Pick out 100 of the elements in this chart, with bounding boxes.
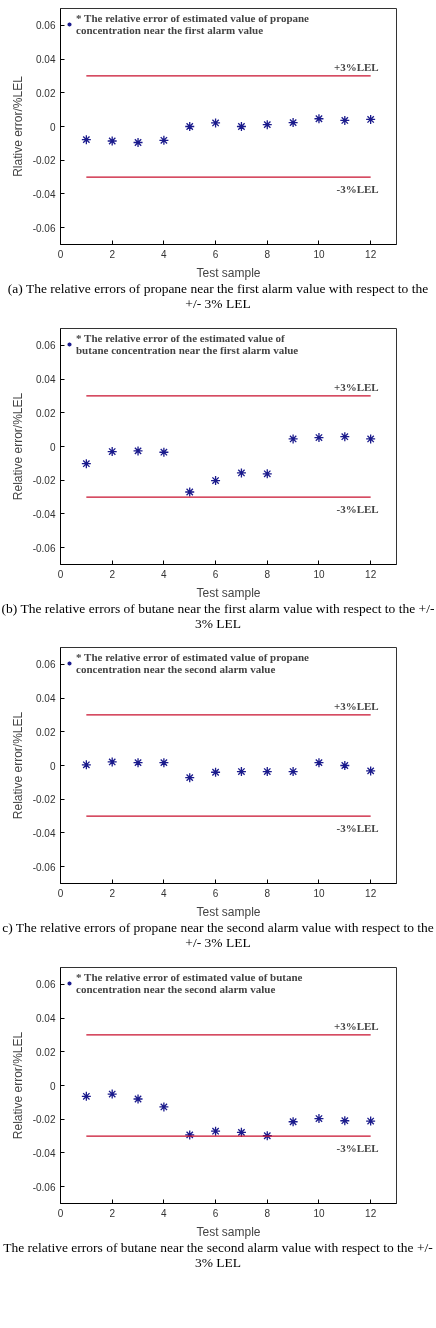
point xyxy=(313,113,325,124)
x-tick-label: 0 xyxy=(57,248,64,260)
point xyxy=(184,121,195,132)
point xyxy=(107,757,118,768)
y-axis-title: Relative error/%LEL xyxy=(10,392,25,500)
x-tick-label: 2 xyxy=(109,1207,116,1219)
point xyxy=(107,1089,118,1100)
ref-line-label: -3%LEL xyxy=(336,183,379,196)
point xyxy=(313,757,325,769)
point xyxy=(262,119,273,130)
x-axis-title: Test sample xyxy=(196,1224,261,1239)
y-tick-label: -0.04 xyxy=(32,508,56,520)
x-tick-label: 10 xyxy=(313,1207,325,1219)
point xyxy=(339,1115,350,1126)
x-tick-label: 6 xyxy=(212,887,219,899)
point xyxy=(107,135,118,147)
point xyxy=(158,446,170,458)
y-tick-label: -0.02 xyxy=(32,794,56,806)
point xyxy=(158,757,170,769)
x-tick-label: 6 xyxy=(212,1207,219,1219)
y-tick-label: 0.02 xyxy=(36,87,56,99)
x-tick-label: 8 xyxy=(264,568,271,580)
ref-line-label: +3%LEL xyxy=(333,700,379,713)
point xyxy=(210,1126,221,1137)
x-tick-label: 12 xyxy=(365,1207,377,1219)
x-tick-label: 8 xyxy=(264,1207,271,1219)
y-axis-title: Relative error/%LEL xyxy=(10,711,25,820)
point xyxy=(210,475,221,486)
y-tick-label: -0.04 xyxy=(32,188,56,200)
x-tick-label: 2 xyxy=(109,568,116,580)
point xyxy=(339,115,350,126)
x-tick-label: 2 xyxy=(109,887,116,899)
y-tick-label: 0.02 xyxy=(36,407,56,419)
x-tick-label: 12 xyxy=(365,887,377,899)
y-tick-label: -0.06 xyxy=(32,1181,56,1193)
text: (a) The relative errors of propane near the first alarm value with respect to the +/- 3% LEL xyxy=(6,281,430,312)
y-tick-label: 0.02 xyxy=(36,1046,56,1058)
ref-line-label: -3%LEL xyxy=(336,502,379,515)
ref-line-label: +3%LEL xyxy=(333,60,379,73)
y-axis-title: Relative error/%LEL xyxy=(10,1031,25,1140)
y-tick-label: 0.02 xyxy=(36,727,56,739)
point xyxy=(262,1130,273,1141)
x-tick-label: 0 xyxy=(57,887,64,899)
point xyxy=(262,468,273,479)
x-tick-label: 6 xyxy=(212,248,219,260)
point xyxy=(313,1113,325,1124)
point xyxy=(236,1127,247,1138)
point xyxy=(81,760,92,771)
ref-line-label: -3%LEL xyxy=(336,822,379,835)
x-tick-label: 10 xyxy=(313,248,325,260)
x-tick-label: 12 xyxy=(365,248,377,260)
y-tick-label: -0.04 xyxy=(32,828,56,840)
x-tick-label: 4 xyxy=(161,887,168,899)
point xyxy=(158,1101,170,1113)
y-tick-label: 0 xyxy=(49,1080,56,1092)
point xyxy=(365,433,376,444)
x-tick-label: 8 xyxy=(264,887,271,899)
y-tick-label: 0.04 xyxy=(36,373,56,385)
legend-label: * The relative error of estimated value of propane concentration near the second alarm value xyxy=(76,651,310,676)
point xyxy=(210,117,221,129)
point xyxy=(236,121,247,132)
x-tick-label: 2 xyxy=(109,248,116,260)
y-tick-label: 0.04 xyxy=(36,693,56,705)
y-tick-label: 0 xyxy=(49,121,56,133)
y-axis-title: Rlative error/%LEL xyxy=(10,75,25,177)
ref-line-label: +3%LEL xyxy=(333,380,379,393)
point xyxy=(132,137,144,148)
point xyxy=(313,432,325,443)
point xyxy=(287,117,299,128)
point xyxy=(81,458,92,469)
y-tick-label: 0.04 xyxy=(36,1013,56,1025)
x-tick-label: 10 xyxy=(313,887,325,899)
point xyxy=(184,486,195,497)
point xyxy=(158,135,170,146)
y-tick-label: -0.02 xyxy=(32,474,56,486)
x-tick-label: 8 xyxy=(264,248,271,260)
legend-label: * The relative error of estimated value of propane concentration near the first alarm value xyxy=(76,12,310,36)
x-axis-title: Test sample xyxy=(196,265,261,280)
ref-line-label: -3%LEL xyxy=(336,1142,379,1155)
text: The relative errors of butane near the second alarm value with respect to the +/- 3% LEL xyxy=(2,1240,434,1271)
point xyxy=(132,1093,144,1105)
x-tick-label: 12 xyxy=(365,568,377,580)
point xyxy=(210,767,221,778)
y-tick-label: 0.06 xyxy=(36,20,56,32)
x-tick-label: 10 xyxy=(313,568,325,580)
point xyxy=(184,772,195,784)
x-axis-title: Test sample xyxy=(196,585,261,600)
point xyxy=(365,114,376,125)
point xyxy=(236,467,247,478)
y-tick-label: 0 xyxy=(49,760,56,772)
ref-line-label: +3%LEL xyxy=(333,1019,379,1032)
y-tick-label: -0.06 xyxy=(32,542,56,554)
y-tick-label: -0.02 xyxy=(32,1114,56,1126)
y-tick-label: 0.06 xyxy=(36,340,56,352)
point xyxy=(132,757,144,769)
text: c) The relative errors of propane near the second alarm value with respect to the +/- 3% LEL xyxy=(1,920,435,952)
x-tick-label: 6 xyxy=(212,568,219,580)
x-tick-label: 0 xyxy=(57,568,64,580)
point xyxy=(287,1116,299,1127)
x-tick-label: 4 xyxy=(161,248,168,260)
